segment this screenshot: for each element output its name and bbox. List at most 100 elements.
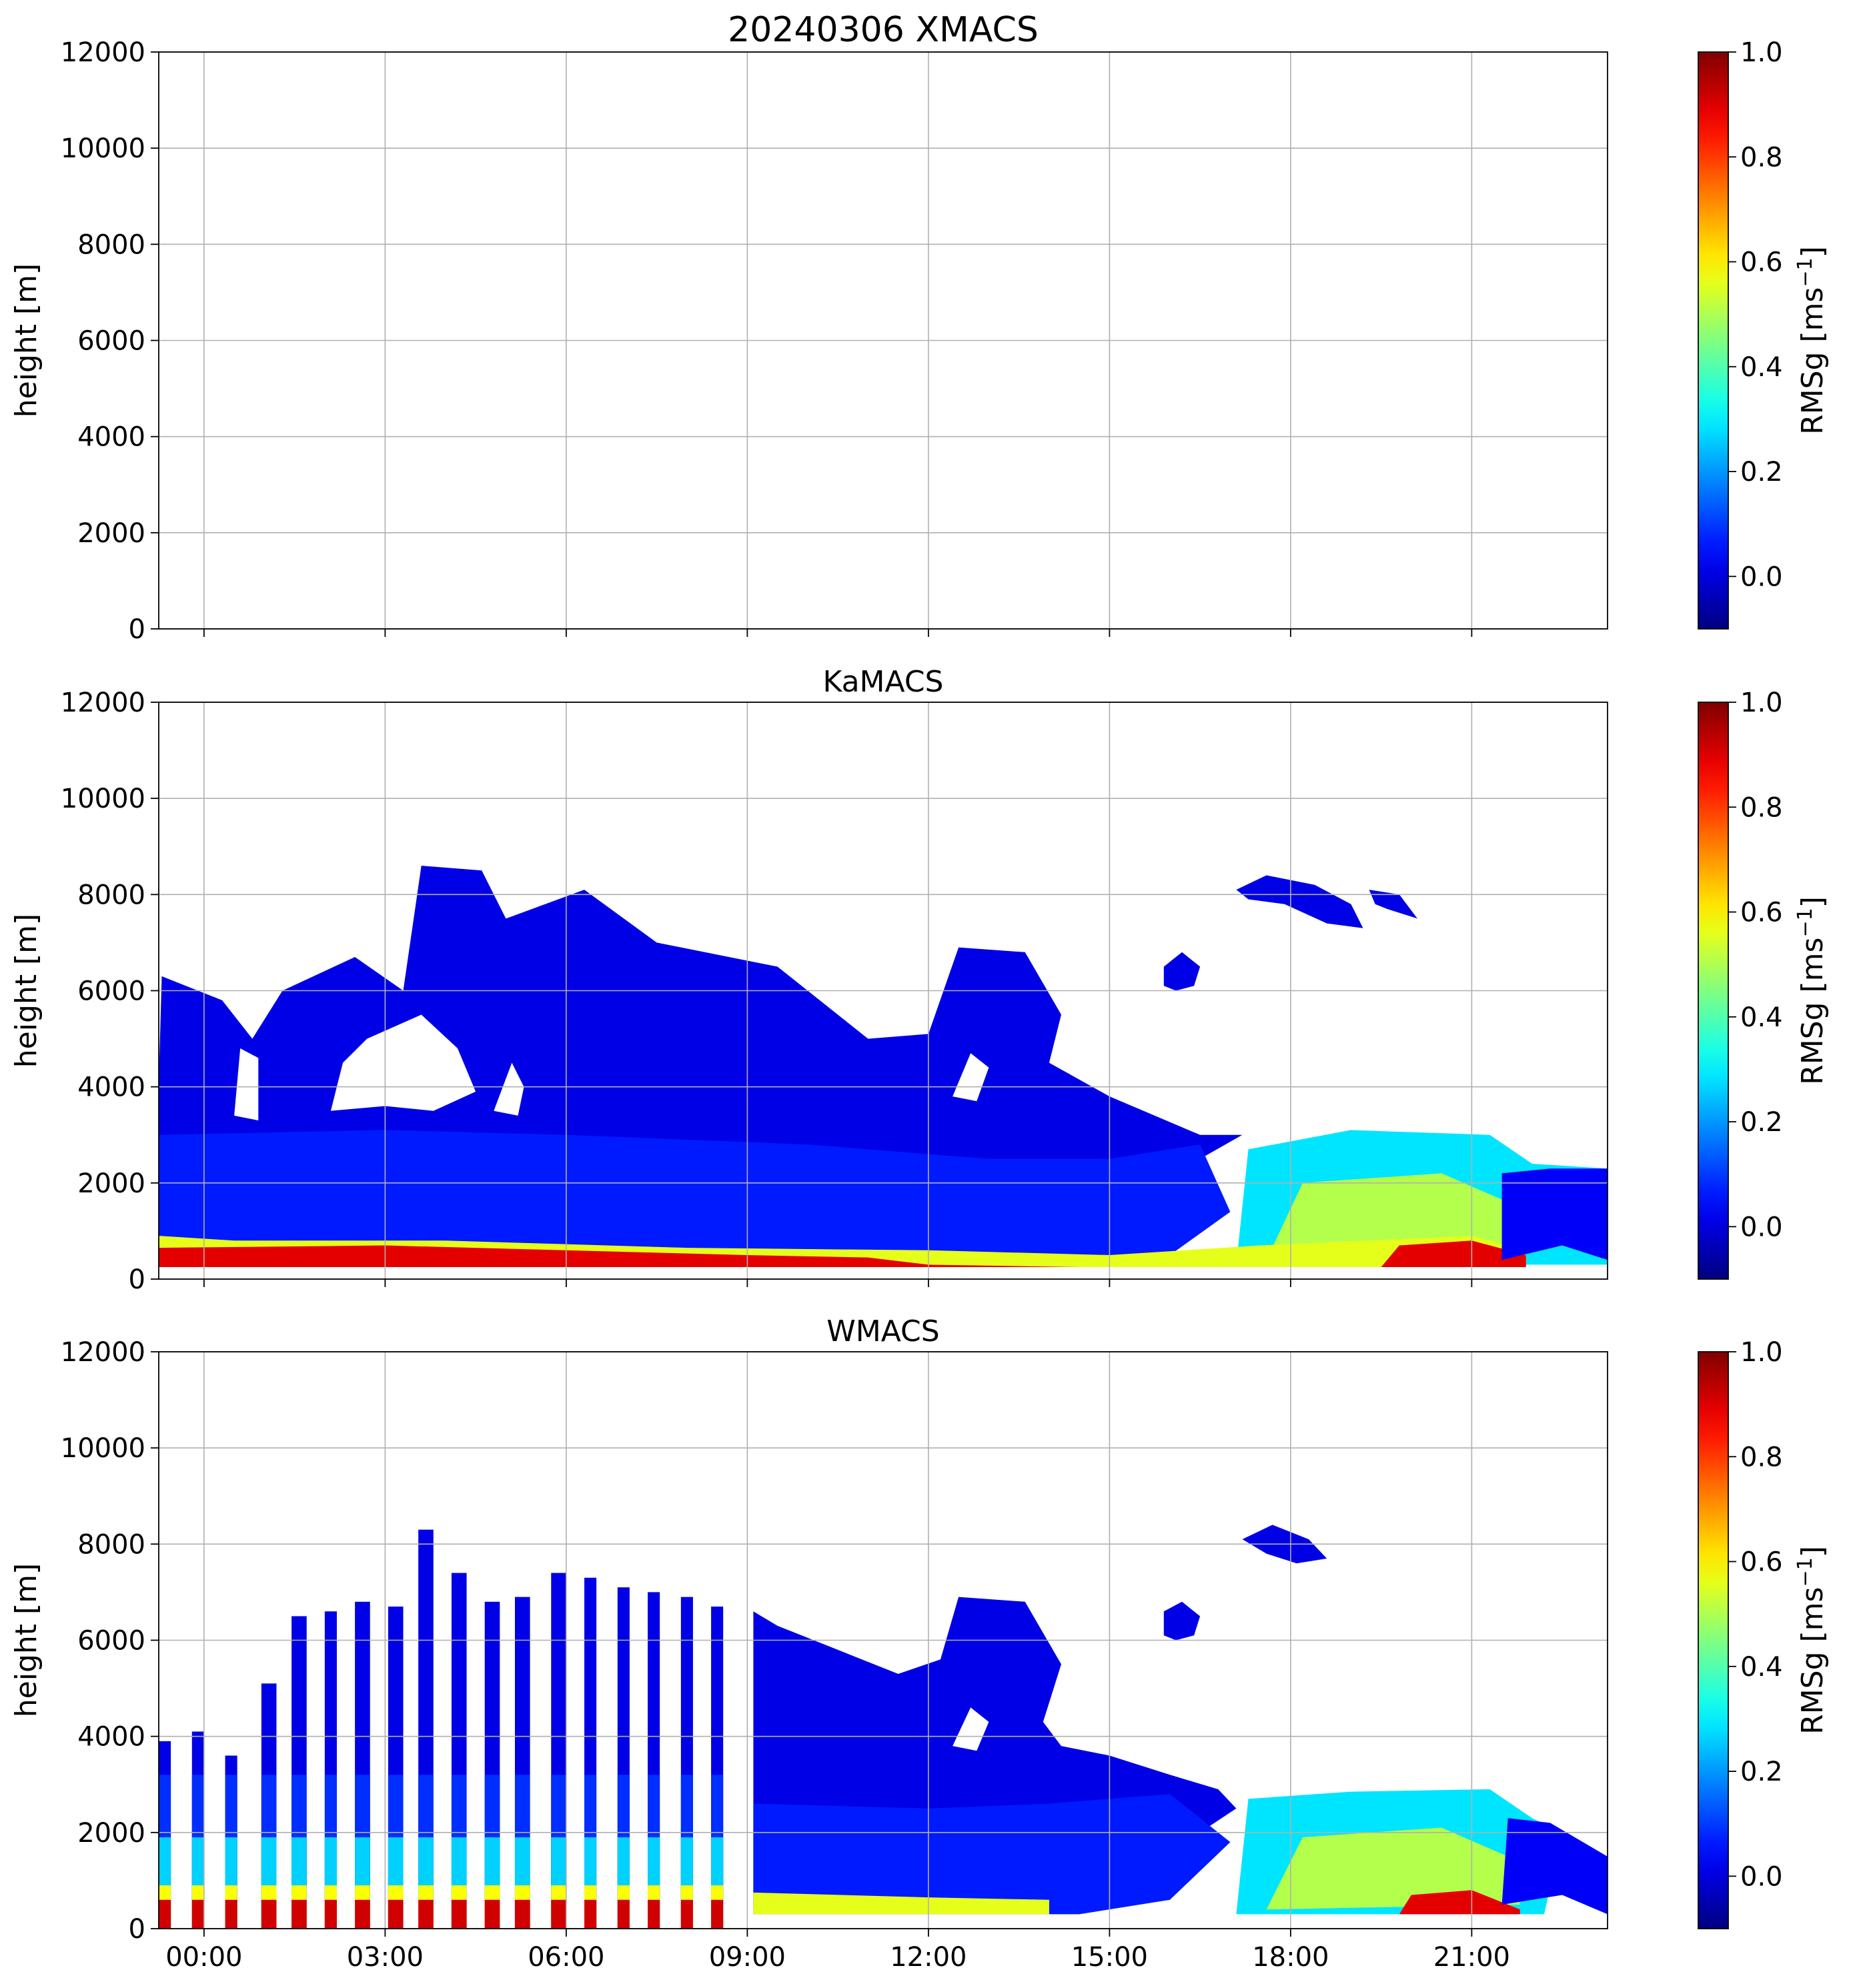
colorbar-tick-label-0: 0.0 (1740, 1861, 1783, 1892)
chart-title: 20240306 XMACS (728, 10, 1039, 50)
y-tick-label-4: 8000 (77, 1529, 145, 1560)
region-isolated-cell-16h (1163, 952, 1201, 991)
colorbar-label-end: ] (1796, 896, 1830, 908)
region-cloud-gap-1 (953, 1707, 989, 1751)
data-layer (159, 1525, 1608, 1929)
scan-column-9-layer-4 (451, 1899, 467, 1929)
scan-column-13-layer-4 (584, 1899, 597, 1929)
scan-column-12-layer-4 (551, 1899, 566, 1929)
colorbar-tick-label-5: 1.0 (1740, 37, 1783, 68)
x-tick-label-0: 00:00 (165, 1942, 242, 1973)
x-tick-label-4: 12:00 (890, 1942, 967, 1973)
scan-column-14-layer-4 (617, 1899, 630, 1929)
y-tick-label-3: 6000 (77, 976, 145, 1007)
region-lower-cloud-band (159, 1130, 1231, 1267)
x-tick-label-2: 06:00 (528, 1942, 604, 1973)
chart-title: WMACS (826, 1314, 939, 1348)
y-tick-label-5: 10000 (61, 1433, 145, 1464)
colorbar-label-main: RMSg [ms (1796, 287, 1830, 435)
y-tick-label-1: 2000 (77, 1818, 145, 1849)
colorbar-tick-label-1: 0.2 (1740, 1757, 1783, 1787)
y-axis-label: height [m] (9, 263, 43, 417)
scan-column-5-layer-4 (324, 1899, 337, 1929)
colorbar-label-main: RMSg [ms (1796, 1587, 1830, 1735)
region-cloud-gap-2 (234, 1048, 259, 1121)
x-tick-label-6: 18:00 (1252, 1942, 1329, 1973)
x-tick-label-7: 21:00 (1433, 1942, 1510, 1973)
scan-column-4-layer-4 (291, 1899, 307, 1929)
y-tick-label-2: 4000 (77, 422, 145, 453)
region-late-low-cloud (1501, 1818, 1608, 1915)
y-tick-label-2: 4000 (77, 1722, 145, 1753)
colorbar-tick-label-4: 0.8 (1740, 792, 1783, 823)
colorbar-tick-label-3: 0.6 (1740, 247, 1783, 278)
region-surface-clutter-evening (1381, 1240, 1526, 1267)
scan-column-15-layer-4 (648, 1899, 660, 1929)
region-surface-clutter-layer (159, 1245, 1080, 1267)
y-tick-label-3: 6000 (77, 1626, 145, 1657)
data-layer (159, 866, 1608, 1267)
colorbar-label: RMSg [ms−1] (1794, 896, 1830, 1085)
colorbar-tick-label-2: 0.4 (1740, 1652, 1783, 1683)
scan-column-16-layer-4 (680, 1899, 693, 1929)
panel-wmacs: 0 2000 4000 6000 8000 10000 12000 00:00 03:00 06:… (9, 1314, 1830, 1973)
colorbar-label-main: RMSg [ms (1796, 938, 1830, 1085)
colorbar-tick-label-5: 1.0 (1740, 688, 1783, 718)
region-isolated-cell-16h (1163, 1601, 1201, 1641)
region-low-level-warm-layer (753, 1892, 1049, 1915)
colorbar-tick-label-3: 0.6 (1740, 1547, 1783, 1578)
y-tick-label-1: 2000 (77, 518, 145, 549)
scan-column-11-layer-4 (514, 1899, 530, 1929)
scan-column-6-layer-4 (355, 1899, 370, 1929)
scan-column-1-layer-4 (191, 1899, 204, 1929)
colorbar (1698, 1351, 1729, 1929)
colorbar-label-end: ] (1796, 1546, 1830, 1557)
region-cloud-gap-4 (953, 1053, 989, 1102)
scan-column-10-layer-4 (484, 1899, 500, 1929)
colorbar (1698, 702, 1729, 1280)
region-lower-cloud-band (753, 1794, 1231, 1915)
y-tick-label-0: 0 (129, 614, 145, 645)
scan-column-8-layer-4 (418, 1899, 434, 1929)
colorbar-tick-label-1: 0.2 (1740, 1107, 1783, 1138)
colorbar-tick-label-4: 0.8 (1740, 1442, 1783, 1472)
scan-column-2-layer-4 (225, 1899, 237, 1929)
colorbar-tick-label-2: 0.4 (1740, 352, 1783, 383)
colorbar-tick-label-0: 0.0 (1740, 1212, 1783, 1242)
colorbar-tick-label-1: 0.2 (1740, 457, 1783, 487)
region-cloud-gap-3 (494, 1062, 524, 1116)
colorbar-tick-label-2: 0.4 (1740, 1002, 1783, 1033)
x-tick-label-1: 03:00 (347, 1942, 424, 1973)
colorbar-label: RMSg [ms−1] (1794, 246, 1830, 435)
y-tick-label-4: 8000 (77, 229, 145, 260)
colorbar-label: RMSg [ms−1] (1794, 1546, 1830, 1735)
scan-column-3-layer-4 (261, 1899, 277, 1929)
colorbar-label-exponent: −1 (1794, 908, 1817, 937)
y-tick-label-0: 0 (129, 1264, 145, 1295)
region-upper-cloud-18h (1236, 875, 1363, 928)
chart-title: KaMACS (823, 665, 944, 699)
colorbar-tick-label-0: 0.0 (1740, 562, 1783, 592)
scan-column-7-layer-4 (388, 1899, 404, 1929)
region-surface-clutter-evening (1399, 1890, 1520, 1915)
scan-column-0-layer-4 (159, 1899, 171, 1929)
colorbar-label-exponent: −1 (1794, 257, 1817, 287)
colorbar (1698, 51, 1729, 630)
y-tick-label-4: 8000 (77, 880, 145, 910)
colorbar-tick-label-5: 1.0 (1740, 1337, 1783, 1368)
colorbar-label-end: ] (1796, 246, 1830, 257)
region-snow-core-evening (1266, 1827, 1520, 1910)
scan-column-17-layer-4 (711, 1899, 724, 1929)
region-upper-cloud-20h (1369, 890, 1417, 919)
panel-xmacs: 0 2000 4000 6000 8000 10000 12000 20240306 XMAC… (9, 10, 1830, 645)
y-tick-label-3: 6000 (77, 326, 145, 357)
y-tick-label-5: 10000 (61, 133, 145, 164)
x-tick-label-5: 15:00 (1071, 1942, 1148, 1973)
y-tick-label-6: 12000 (61, 1337, 145, 1368)
y-tick-label-2: 4000 (77, 1072, 145, 1103)
colorbar-label-exponent: −1 (1794, 1557, 1817, 1587)
panel-kamacs: 0 2000 4000 6000 8000 10000 12000 KaMACS height … (9, 665, 1830, 1295)
y-tick-label-6: 12000 (61, 37, 145, 68)
y-tick-label-0: 0 (129, 1914, 145, 1945)
